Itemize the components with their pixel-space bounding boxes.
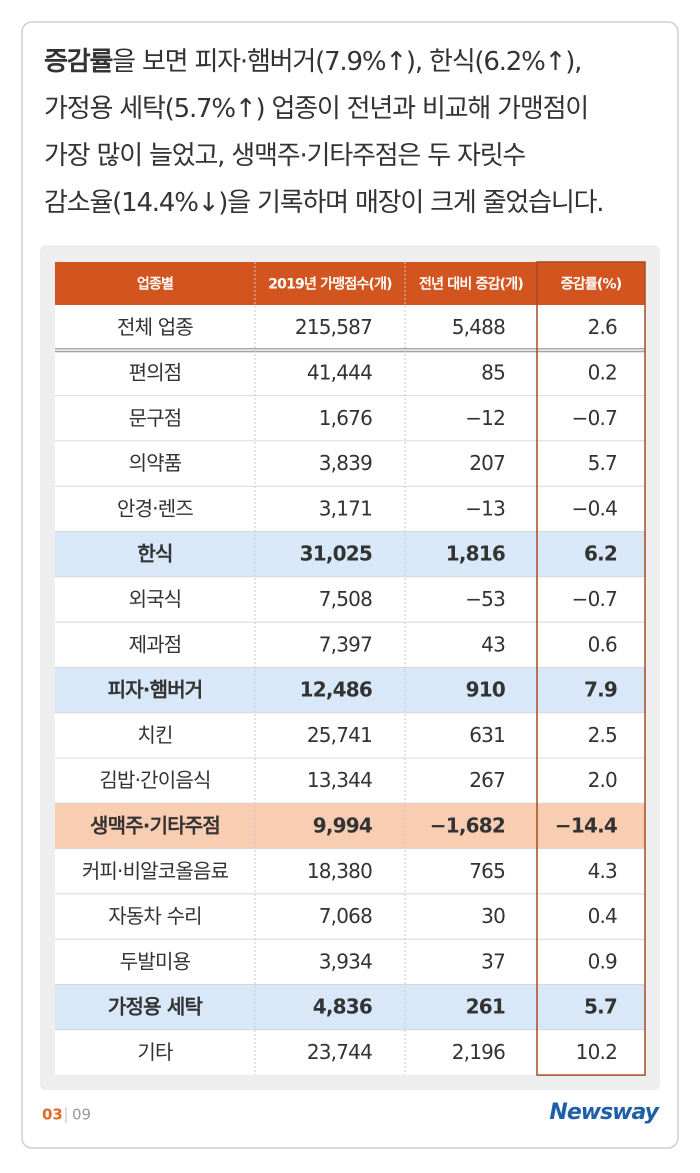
- category-cell: 커피·비알코올음료: [82, 859, 229, 883]
- value-cell: 9,994: [313, 813, 372, 837]
- header-row: [55, 262, 645, 305]
- value-cell: 7,508: [319, 587, 372, 611]
- value-cell: 4,836: [313, 995, 372, 1019]
- category-cell: 기타: [137, 1040, 173, 1064]
- value-cell: 2,196: [452, 1040, 505, 1064]
- value-cell: −0.7: [572, 587, 617, 611]
- row-highlight: [55, 667, 645, 713]
- value-cell: 631: [469, 723, 505, 747]
- value-cell: 0.4: [588, 904, 617, 928]
- category-cell: 문구점: [129, 406, 182, 430]
- value-cell: −13: [465, 496, 505, 520]
- value-cell: 7,397: [319, 632, 372, 656]
- value-cell: 2.6: [588, 315, 617, 339]
- value-cell: 18,380: [307, 859, 372, 883]
- value-cell: 3,171: [319, 496, 372, 520]
- value-cell: 12,486: [300, 678, 372, 702]
- value-cell: 5.7: [588, 451, 617, 475]
- headline-line: 감소율(14.4%↓)을 기록하며 매장이 크게 줄었습니다.: [44, 188, 603, 218]
- headline-text: 감소율(14.4%↓)을 기록하며 매장이 크게 줄었습니다.: [44, 188, 603, 218]
- value-cell: 13,344: [307, 768, 372, 792]
- headline-line: 가정용 세탁(5.7%↑) 업종이 전년과 비교해 가맹점이: [44, 94, 588, 124]
- value-cell: 0.6: [588, 632, 617, 656]
- value-cell: 31,025: [300, 542, 372, 566]
- category-cell: 외국식: [129, 587, 182, 611]
- value-cell: −0.7: [572, 406, 617, 430]
- value-cell: 43: [481, 632, 505, 656]
- category-cell: 편의점: [129, 360, 182, 384]
- value-cell: 41,444: [307, 360, 372, 384]
- row-highlight: [55, 803, 645, 849]
- value-cell: −1,682: [430, 813, 505, 837]
- headline-text: 가정용 세탁(5.7%↑) 업종이 전년과 비교해 가맹점이: [44, 94, 588, 124]
- category-cell: 두발미용: [120, 949, 191, 973]
- value-cell: −0.4: [572, 496, 617, 520]
- value-cell: 267: [469, 768, 505, 792]
- value-cell: 85: [481, 360, 505, 384]
- row-highlight: [55, 531, 645, 577]
- value-cell: 1,676: [319, 406, 372, 430]
- value-cell: 3,839: [319, 451, 372, 475]
- value-cell: 0.2: [588, 360, 617, 384]
- value-cell: 5,488: [452, 315, 505, 339]
- headline: 증감률을 보면 피자·햄버거(7.9%↑), 한식(6.2%↑), 가정용 세탁(…: [44, 47, 605, 218]
- category-cell: 한식: [137, 542, 172, 566]
- value-cell: 910: [466, 678, 505, 702]
- category-cell: 가정용 세탁: [108, 995, 204, 1019]
- value-cell: 4.3: [588, 859, 617, 883]
- value-cell: 765: [469, 859, 505, 883]
- column-outline: [536, 261, 646, 1076]
- value-cell: 207: [469, 451, 505, 475]
- category-cell: 안경·렌즈: [117, 496, 193, 520]
- table: 업종별 2019년 가맹점수(개) 전년 대비 증감(개) 증감률(%) 전체 업종 21…: [55, 261, 646, 1076]
- value-cell: 25,741: [307, 723, 372, 747]
- category-cell: 치킨: [137, 723, 172, 747]
- value-cell: 6.2: [584, 542, 617, 566]
- header-cell: 업종별: [137, 276, 173, 293]
- value-cell: 23,744: [307, 1040, 372, 1064]
- value-cell: 1,816: [446, 542, 505, 566]
- page-total: 09: [72, 1106, 91, 1124]
- category-cell: 제과점: [129, 632, 182, 656]
- header-cell: 전년 대비 증감(개): [419, 276, 523, 293]
- value-cell: 2.0: [588, 768, 617, 792]
- headline-line: 가장 많이 늘었고, 생맥주·기타주점은 두 자릿수: [44, 141, 525, 171]
- value-cell: −53: [465, 587, 505, 611]
- headline-line: 증감률을 보면 피자·햄버거(7.9%↑), 한식(6.2%↑),: [44, 47, 581, 77]
- header-cell: 증감률(%): [561, 276, 622, 293]
- headline-text: 을 보면 피자·햄버거(7.9%↑), 한식(6.2%↑),: [112, 47, 581, 77]
- category-cell: 자동차 수리: [108, 904, 202, 928]
- value-cell: 3,934: [319, 949, 372, 973]
- value-cell: 215,587: [295, 315, 372, 339]
- value-cell: 0.9: [588, 949, 617, 973]
- page-number: 03: [42, 1106, 63, 1124]
- category-cell: 의약품: [129, 451, 182, 475]
- header-cell: 2019년 가맹점수(개): [268, 276, 392, 293]
- brand-logo: Newsway: [549, 1100, 660, 1125]
- category-cell: 김밥·간이음식: [99, 768, 210, 792]
- value-cell: 37: [481, 949, 505, 973]
- value-cell: 5.7: [584, 995, 617, 1019]
- value-cell: 30: [481, 904, 505, 928]
- value-cell: 2.5: [588, 723, 617, 747]
- value-cell: 261: [466, 995, 505, 1019]
- row-highlight: [55, 984, 645, 1030]
- value-cell: 7,068: [319, 904, 372, 928]
- value-cell: 7.9: [584, 678, 617, 702]
- value-cell: −14.4: [555, 813, 617, 837]
- category-cell: 전체 업종: [117, 315, 193, 339]
- headline-emphasis: 증감률: [44, 47, 113, 77]
- headline-text: 가장 많이 늘었고, 생맥주·기타주점은 두 자릿수: [44, 141, 525, 171]
- category-cell: 생맥주·기타주점: [90, 813, 220, 837]
- category-cell: 피자·햄버거: [108, 678, 203, 702]
- value-cell: 10.2: [576, 1040, 617, 1064]
- value-cell: −12: [465, 406, 505, 430]
